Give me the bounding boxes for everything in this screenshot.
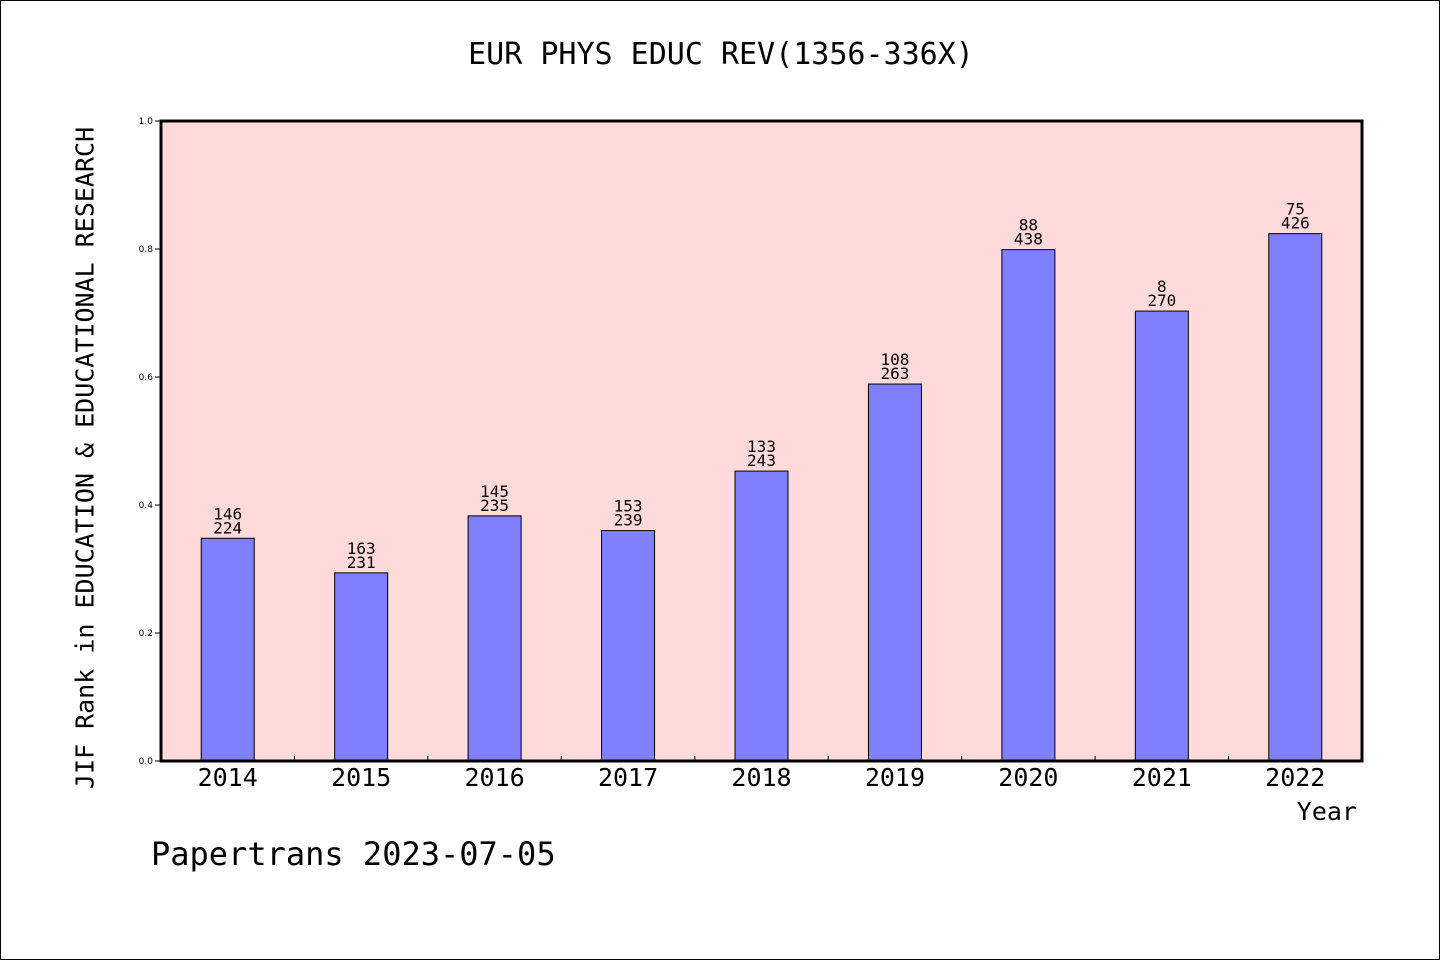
bar-total-label: 270 [1147, 291, 1176, 310]
x-tick-label: 2018 [731, 763, 791, 792]
x-tick-label: 2015 [331, 763, 391, 792]
bar-rank-label: 145 [480, 482, 509, 501]
bar-total-label: 243 [747, 451, 776, 470]
y-tick-label: 1.0 [139, 117, 154, 127]
bar-rank-label: 146 [213, 504, 242, 523]
bar [1134, 310, 1189, 762]
bar [200, 537, 255, 762]
bar-total-label: 231 [347, 553, 376, 572]
bar-total-label: 235 [480, 496, 509, 515]
x-tick-label: 2016 [465, 763, 525, 792]
bar [734, 470, 789, 762]
bar-rank-label: 88 [1019, 216, 1038, 235]
bar [601, 530, 656, 762]
y-tick-label: 0.8 [139, 245, 154, 255]
bar [467, 515, 522, 762]
bar-total-label: 263 [880, 364, 909, 383]
watermark-text: Papertrans 2023-07-05 [151, 835, 556, 873]
x-tick-label: 2019 [865, 763, 925, 792]
bar-rank-label: 8 [1157, 277, 1167, 296]
bar-total-label: 239 [614, 511, 643, 530]
bar-rank-label: 75 [1286, 200, 1305, 219]
y-tick-label: 0.6 [139, 373, 154, 383]
bar [334, 572, 389, 762]
x-tick-label: 2022 [1265, 763, 1325, 792]
bar-rank-label: 108 [880, 350, 909, 369]
y-tick-label: 0.0 [139, 757, 154, 767]
bar-rank-label: 133 [747, 437, 776, 456]
y-tick-label: 0.4 [139, 501, 154, 511]
plot-frame [159, 119, 1364, 763]
x-axis-label: Year [1296, 797, 1357, 826]
x-tick-label: 2014 [198, 763, 258, 792]
bar-rank-label: 163 [347, 539, 376, 558]
bar-total-label: 426 [1281, 214, 1310, 233]
bar-rank-label: 153 [614, 497, 643, 516]
x-tick-label: 2021 [1132, 763, 1192, 792]
bar-total-label: 438 [1014, 230, 1043, 249]
bar [1268, 233, 1323, 762]
chart-title: EUR PHYS EDUC REV(1356-336X) [468, 37, 974, 72]
x-tick-label: 2020 [998, 763, 1058, 792]
bar-total-label: 224 [213, 518, 242, 537]
bar [1001, 249, 1056, 762]
x-tick-label: 2017 [598, 763, 658, 792]
y-tick-label: 0.2 [139, 629, 153, 639]
bar [867, 383, 922, 762]
